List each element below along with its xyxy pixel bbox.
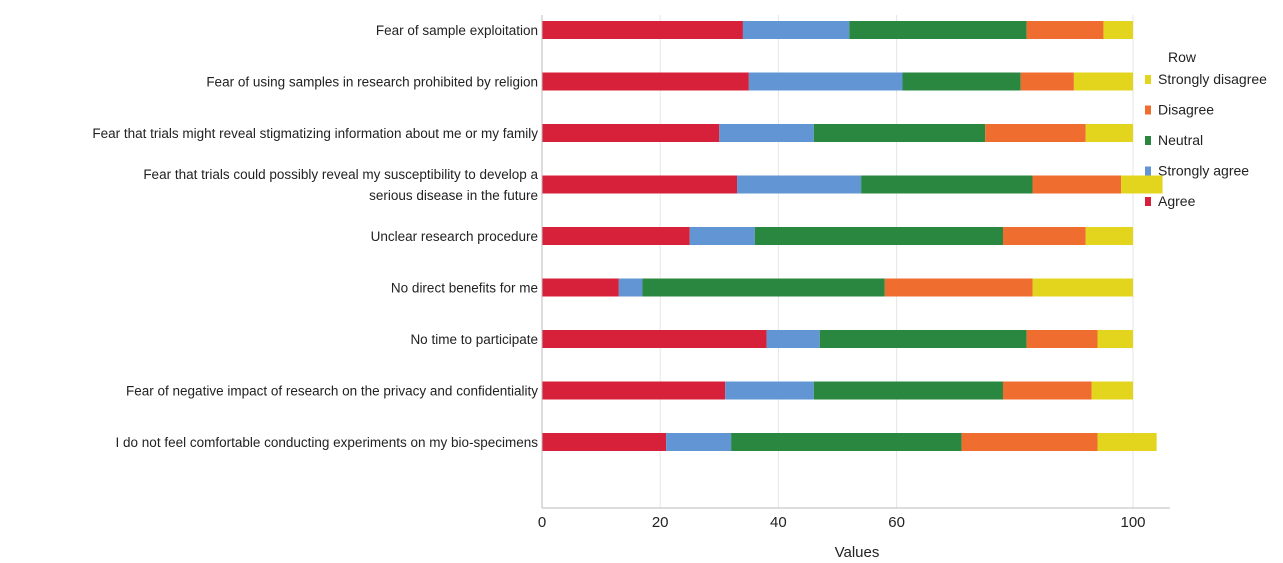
legend-label: Neutral xyxy=(1158,132,1203,148)
grid-lines xyxy=(659,15,1134,508)
category-label: No direct benefits for me xyxy=(391,281,538,296)
bar-segment xyxy=(766,330,820,348)
bar-segment xyxy=(1002,227,1086,245)
bar-segment xyxy=(849,21,1027,39)
bar-segment xyxy=(884,278,1033,297)
bar-segment xyxy=(542,21,743,39)
legend-swatch xyxy=(1145,166,1151,176)
bar-segment xyxy=(861,175,1033,194)
bar-segment xyxy=(1121,175,1163,194)
x-tick-label: 100 xyxy=(1120,514,1145,531)
legend: Row Strongly disagree Disagree Neutral Stro… xyxy=(1145,49,1267,209)
bar-segment xyxy=(1073,72,1133,91)
bar-segment xyxy=(1091,381,1133,400)
legend-swatch xyxy=(1145,75,1151,84)
bar-segment xyxy=(1085,124,1133,142)
category-label: No time to participate xyxy=(410,332,538,347)
bar-segment xyxy=(719,124,814,142)
bar-segment xyxy=(813,381,1003,400)
bar-segment xyxy=(542,227,690,245)
legend-label: Disagree xyxy=(1158,102,1214,118)
bar-segment xyxy=(725,381,814,400)
bar-segment xyxy=(985,124,1086,142)
category-label: Fear of using samples in research prohib… xyxy=(206,75,538,90)
bar-segment xyxy=(742,21,850,39)
bar-segment xyxy=(542,124,720,142)
x-axis-title: Values xyxy=(835,544,880,561)
x-tick-label: 40 xyxy=(770,514,787,531)
bar-segment xyxy=(1085,227,1133,245)
bar-segment xyxy=(1026,330,1098,348)
bar-segment xyxy=(819,330,1027,348)
legend-label: Agree xyxy=(1158,193,1196,209)
legend-title: Row xyxy=(1168,49,1197,65)
category-label: Fear of sample exploitation xyxy=(376,23,538,38)
bar-segment xyxy=(1097,433,1157,451)
bar-segment xyxy=(813,124,986,142)
bar-segment xyxy=(1103,21,1133,39)
category-label: Fear that trials could possibly reveal m… xyxy=(143,167,538,182)
bar-segment xyxy=(902,72,1021,91)
legend-swatch xyxy=(1145,197,1151,206)
x-tick-label: 0 xyxy=(538,514,546,531)
legend-swatch xyxy=(1145,136,1151,145)
legend-swatch xyxy=(1145,105,1151,115)
bar-segment xyxy=(542,330,767,348)
bar-segment xyxy=(666,433,732,451)
bar-segment xyxy=(542,175,738,194)
bar-segment xyxy=(689,227,755,245)
bar-segment xyxy=(1097,330,1133,348)
axes xyxy=(541,15,1170,509)
x-tick-labels: 0 20 40 60 100 xyxy=(538,514,1146,531)
bar-segment xyxy=(1026,21,1104,39)
bar-segment xyxy=(754,227,1003,245)
bar-segment xyxy=(542,278,619,297)
category-label: serious disease in the future xyxy=(369,188,538,203)
category-labels: Fear of sample exploitation Fear of using… xyxy=(92,23,538,450)
x-tick-label: 20 xyxy=(652,514,669,531)
bar-segment xyxy=(1032,278,1133,297)
category-label: Fear of negative impact of research on t… xyxy=(126,384,538,399)
legend-label: Strongly agree xyxy=(1158,163,1249,179)
bar-segment xyxy=(748,72,903,91)
category-label: Unclear research procedure xyxy=(371,229,538,244)
category-label: Fear that trials might reveal stigmatizi… xyxy=(92,126,538,141)
bar-segment xyxy=(542,72,749,91)
bar-segment xyxy=(1032,175,1122,194)
bar-segment xyxy=(1002,381,1092,400)
bar-segment xyxy=(642,278,885,297)
bar-segment xyxy=(737,175,862,194)
bar-segment xyxy=(542,381,726,400)
bar-segment xyxy=(1020,72,1074,91)
legend-label: Strongly disagree xyxy=(1158,71,1267,87)
x-tick-label: 60 xyxy=(888,514,905,531)
bars xyxy=(542,21,1163,451)
bar-segment xyxy=(961,433,1098,451)
bar-segment xyxy=(542,433,667,451)
category-label: I do not feel comfortable conducting exp… xyxy=(116,435,539,450)
bar-segment xyxy=(618,278,643,297)
bar-segment xyxy=(731,433,962,451)
